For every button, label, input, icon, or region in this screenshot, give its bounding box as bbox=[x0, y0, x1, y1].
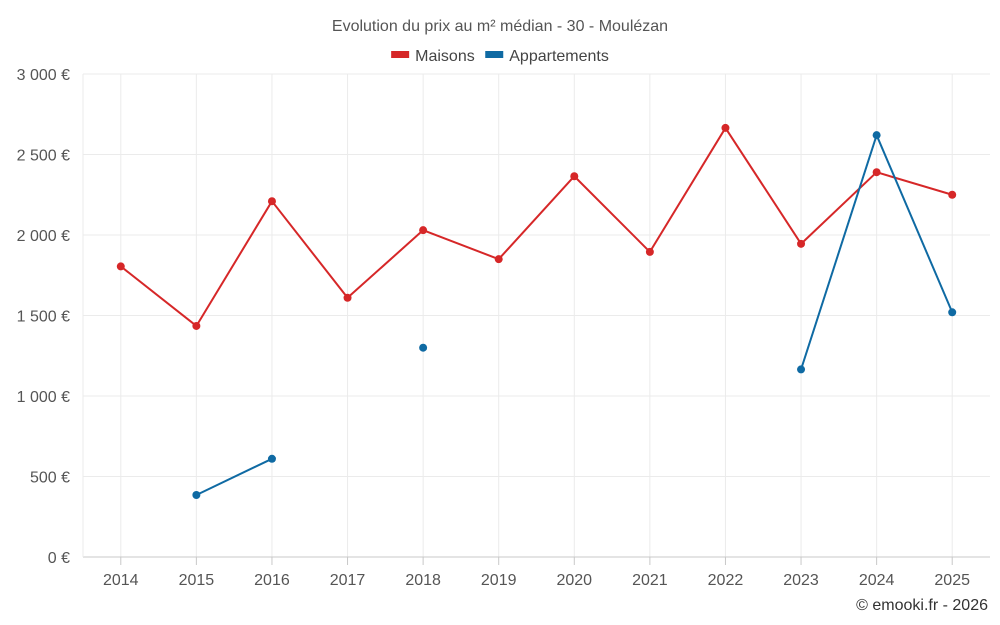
data-point-appartements bbox=[797, 365, 806, 374]
y-tick-label: 0 € bbox=[48, 550, 70, 567]
data-point-appartements bbox=[948, 308, 957, 317]
x-tick-label: 2019 bbox=[481, 572, 517, 589]
series-line-appartements bbox=[800, 134, 878, 370]
x-tick-label: 2025 bbox=[934, 572, 970, 589]
x-tick-label: 2024 bbox=[859, 572, 895, 589]
series-line-maisons bbox=[422, 229, 500, 261]
series-line-appartements bbox=[875, 134, 954, 313]
data-point-appartements bbox=[192, 491, 201, 500]
x-tick-label: 2017 bbox=[330, 572, 366, 589]
series-line-maisons bbox=[573, 175, 651, 253]
chart-title: Evolution du prix au m² médian - 30 - Mo… bbox=[332, 18, 668, 35]
series-line-maisons bbox=[120, 265, 197, 327]
data-point-maisons bbox=[872, 168, 881, 177]
series-line-maisons bbox=[724, 127, 802, 245]
y-tick-label: 2 000 € bbox=[17, 228, 70, 245]
data-point-appartements bbox=[267, 454, 276, 463]
data-point-maisons bbox=[948, 190, 957, 199]
series-layer bbox=[116, 123, 957, 500]
data-point-maisons bbox=[721, 123, 730, 132]
data-point-appartements bbox=[419, 343, 428, 352]
x-tick-label: 2014 bbox=[103, 572, 139, 589]
data-point-maisons bbox=[343, 293, 352, 302]
data-point-maisons bbox=[570, 172, 579, 181]
legend-swatch-appartements bbox=[485, 51, 504, 58]
series-line-maisons bbox=[497, 175, 576, 260]
x-tick-label: 2015 bbox=[179, 572, 215, 589]
legend-label-maisons: Maisons bbox=[415, 48, 475, 65]
data-point-maisons bbox=[494, 255, 503, 264]
legend-label-appartements: Appartements bbox=[509, 48, 609, 65]
data-point-maisons bbox=[192, 321, 201, 330]
series-line-maisons bbox=[649, 127, 727, 253]
y-tick-label: 1 500 € bbox=[17, 309, 70, 326]
x-tick-label: 2023 bbox=[783, 572, 819, 589]
data-point-maisons bbox=[797, 239, 806, 248]
series-line-appartements bbox=[195, 457, 273, 496]
series-line-maisons bbox=[271, 200, 349, 299]
series-line-maisons bbox=[876, 171, 953, 196]
legend-swatch-maisons bbox=[391, 51, 410, 58]
y-tick-label: 2 500 € bbox=[17, 148, 70, 165]
data-point-maisons bbox=[116, 262, 125, 271]
x-tick-label: 2021 bbox=[632, 572, 668, 589]
x-tick-label: 2020 bbox=[556, 572, 592, 589]
data-point-appartements bbox=[872, 131, 881, 140]
data-point-maisons bbox=[267, 197, 276, 206]
legend: Maisons Appartements bbox=[391, 48, 609, 65]
series-line-maisons bbox=[346, 229, 424, 299]
credit-text: © emooki.fr - 2026 bbox=[856, 597, 988, 614]
series-line-maisons bbox=[800, 171, 878, 245]
x-tick-label: 2022 bbox=[708, 572, 744, 589]
y-tick-label: 3 000 € bbox=[17, 67, 70, 84]
x-tick-label: 2016 bbox=[254, 572, 290, 589]
axes: 0 € 500 € 1 000 € 1 500 € 2 000 € 2 500 € 3 00… bbox=[17, 67, 990, 589]
x-tick-label: 2018 bbox=[405, 572, 441, 589]
data-point-maisons bbox=[419, 226, 428, 235]
data-point-maisons bbox=[645, 247, 654, 256]
y-tick-label: 500 € bbox=[30, 470, 70, 487]
y-tick-label: 1 000 € bbox=[17, 389, 70, 406]
series-line-maisons bbox=[195, 200, 273, 327]
